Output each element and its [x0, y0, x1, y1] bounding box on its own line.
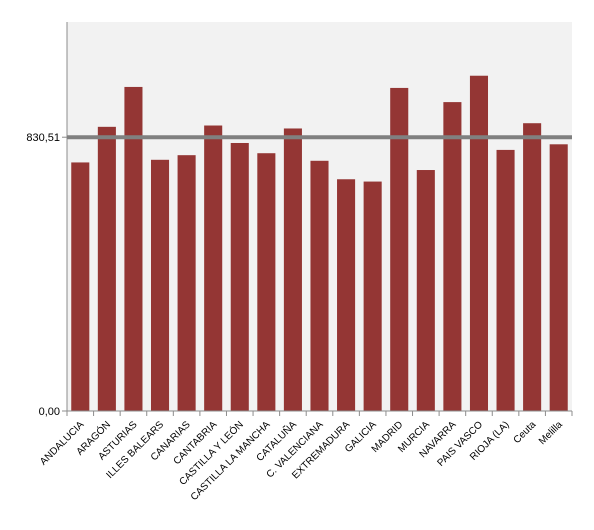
bar	[469, 75, 489, 411]
x-tick-label: ANDALUCIA	[38, 419, 86, 467]
bar	[496, 149, 515, 411]
bar	[337, 179, 356, 411]
bar	[443, 102, 462, 412]
bar	[416, 170, 435, 411]
y-tick-label: 830,51	[26, 132, 60, 144]
bar	[549, 144, 568, 412]
x-tick-label: Melilla	[537, 419, 565, 447]
bar	[97, 126, 116, 411]
bar	[310, 160, 329, 411]
bar	[124, 86, 143, 411]
bar	[71, 162, 90, 411]
bar	[230, 142, 249, 412]
bar	[523, 123, 542, 412]
x-tick-label: Ceuta	[512, 419, 539, 446]
bar	[204, 125, 223, 411]
bar	[283, 128, 302, 412]
bar	[177, 155, 196, 411]
bar	[150, 159, 170, 411]
bar	[363, 181, 382, 411]
bar	[257, 153, 276, 411]
y-tick-label: 0,00	[39, 406, 60, 418]
bar	[390, 87, 409, 412]
